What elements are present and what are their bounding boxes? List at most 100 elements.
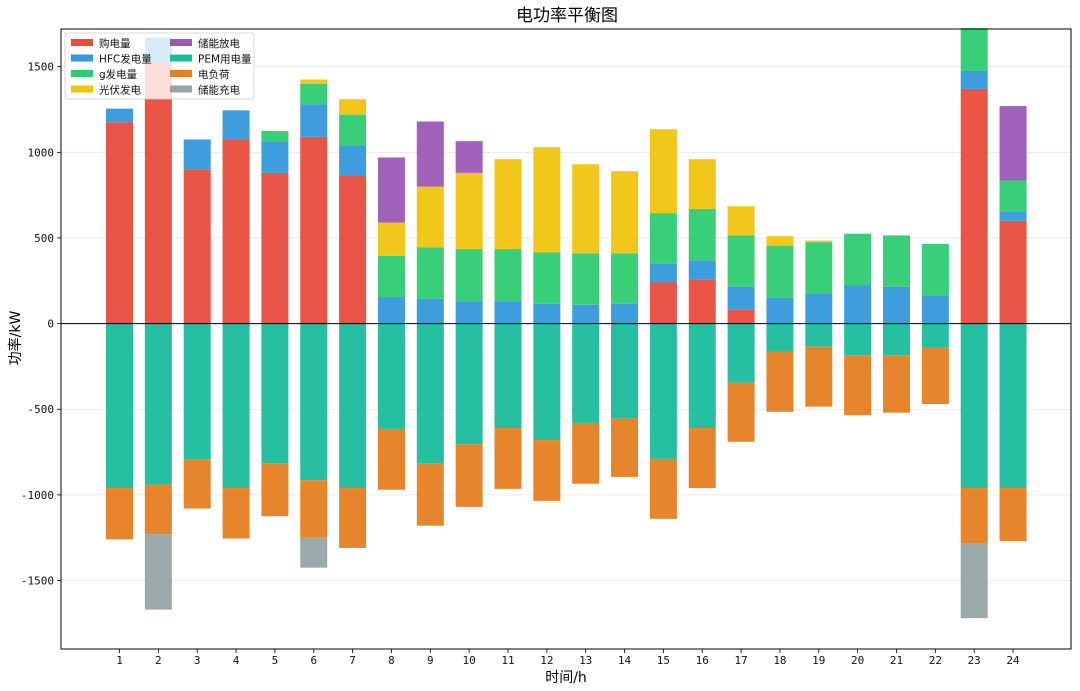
legend-label: 电负荷: [198, 68, 230, 81]
bar-segment: [844, 355, 872, 416]
bar-segment: [144, 63, 172, 324]
x-tick-label: 13: [579, 654, 592, 667]
bar-segment: [144, 484, 172, 535]
bar-segment: [222, 139, 250, 324]
bar-segment: [572, 422, 600, 484]
bar-segment: [649, 323, 677, 459]
bar-segment: [960, 28, 988, 71]
bar-segment: [455, 444, 483, 507]
bar-segment: [183, 323, 211, 460]
bar-segment: [727, 309, 755, 324]
x-tick-label: 4: [233, 654, 240, 667]
bar-segment: [727, 382, 755, 442]
legend-swatch: [170, 85, 192, 93]
bar-segment: [494, 428, 522, 489]
bar-segment: [960, 543, 988, 619]
bar-segment: [883, 323, 910, 356]
x-tick-label: 18: [773, 654, 786, 667]
x-tick-label: 10: [463, 654, 476, 667]
bar-segment: [455, 141, 483, 173]
bar-segment: [416, 247, 444, 299]
bar-segment: [611, 171, 639, 254]
bar-segment: [960, 488, 988, 544]
bar-segment: [300, 537, 328, 568]
bar-segment: [960, 70, 988, 89]
bar-segment: [144, 534, 172, 610]
bar-segment: [494, 301, 522, 324]
bar-segment: [533, 147, 561, 253]
bar-segment: [921, 243, 949, 296]
bar-segment: [611, 323, 639, 419]
y-tick-label: -1500: [21, 574, 54, 587]
legend-label: HFC发电量: [99, 53, 152, 66]
bar-segment: [766, 323, 794, 351]
legend-label: 储能放电: [198, 37, 240, 50]
x-tick-label: 19: [812, 654, 825, 667]
bar-segment: [999, 323, 1027, 489]
x-tick-label: 5: [272, 654, 279, 667]
bar-segment: [572, 323, 600, 423]
bar-segment: [999, 488, 1027, 542]
bar-segment: [106, 488, 133, 540]
x-tick-label: 2: [155, 654, 162, 667]
bar-segment: [494, 249, 522, 302]
bar-segment: [727, 286, 755, 310]
bar-segment: [844, 323, 872, 356]
bar-segment: [766, 297, 794, 324]
bar-segment: [300, 323, 328, 481]
bar-segment: [572, 164, 600, 254]
bar-segment: [921, 295, 949, 324]
bar-segment: [377, 157, 405, 223]
y-tick-label: -1000: [21, 489, 54, 502]
bar-segment: [572, 253, 600, 305]
bar-segment: [300, 480, 328, 538]
bar-segment: [649, 263, 677, 283]
bar-segment: [416, 463, 444, 526]
bar-segment: [727, 323, 755, 383]
bar-segment: [377, 255, 405, 298]
x-tick-label: 17: [734, 654, 747, 667]
bar-segment: [727, 235, 755, 287]
x-tick-label: 24: [1006, 654, 1020, 667]
legend-label: PEM用电量: [198, 53, 252, 66]
x-axis-label: 时间/h: [545, 670, 587, 686]
y-tick-label: 1000: [28, 146, 55, 159]
bar-segment: [339, 323, 367, 489]
legend-box: [64, 32, 255, 100]
bar-segment: [339, 99, 367, 115]
bar-segment: [960, 88, 988, 324]
bar-segment: [377, 222, 405, 256]
bar-segment: [416, 121, 444, 187]
bar-segment: [339, 175, 367, 324]
bar-segment: [494, 159, 522, 250]
x-tick-label: 9: [427, 654, 434, 667]
y-tick-label: 500: [34, 232, 54, 245]
bar-segment: [261, 141, 289, 173]
bar-segment: [688, 260, 716, 280]
bar-segment: [611, 418, 639, 477]
bar-segment: [261, 323, 289, 464]
bar-segment: [377, 297, 405, 324]
bar-segment: [805, 346, 833, 407]
y-tick-label: 0: [47, 318, 54, 331]
x-tick-label: 1: [116, 654, 123, 667]
x-tick-label: 8: [388, 654, 395, 667]
plot-frame: [60, 28, 1072, 650]
bar-segment: [766, 236, 794, 246]
bar-segment: [727, 206, 755, 236]
legend-swatch: [170, 54, 192, 62]
legend-label: 购电量: [99, 37, 131, 50]
x-tick-label: 16: [696, 654, 709, 667]
bar-segment: [533, 303, 561, 324]
legend-label: 储能充电: [198, 84, 240, 97]
bar-segment: [144, 323, 172, 485]
bar-segment: [921, 323, 949, 348]
x-tick-label: 14: [618, 654, 632, 667]
bar-segment: [339, 488, 367, 548]
bar-segment: [688, 159, 716, 209]
y-axis-label: 功率/kW: [7, 311, 24, 366]
bar-segment: [377, 323, 405, 429]
